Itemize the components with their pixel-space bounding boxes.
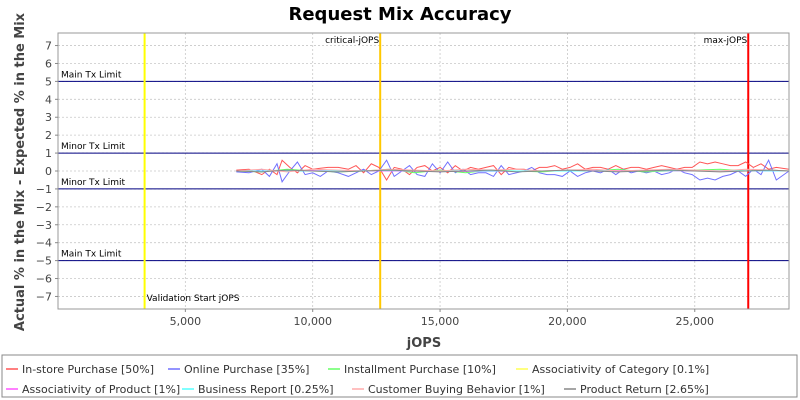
legend: In-store Purchase [50%] Online Purchase [… bbox=[1, 354, 798, 398]
y-tick-label: 5 bbox=[45, 75, 52, 88]
y-axis-title: Actual % in the Mix - Expected % in the … bbox=[13, 12, 28, 331]
marker-label: Validation Start jOPS bbox=[147, 294, 240, 304]
limit-line-label: Main Tx Limit bbox=[61, 250, 122, 260]
chart-title: Request Mix Accuracy bbox=[288, 4, 511, 25]
marker-label: critical-jOPS bbox=[325, 36, 379, 46]
x-tick-label: 10,000 bbox=[293, 315, 332, 328]
y-tick-label: −7 bbox=[36, 290, 52, 303]
y-tick-label: 3 bbox=[45, 111, 52, 124]
y-tick-label: 7 bbox=[45, 40, 52, 53]
legend-entry: Associativity of Category [0.1%] bbox=[532, 363, 709, 376]
legend-entry: Product Return [2.65%] bbox=[580, 383, 709, 396]
y-tick-label: 2 bbox=[45, 129, 52, 142]
limit-line-label: Minor Tx Limit bbox=[61, 142, 126, 152]
legend-entry: Business Report [0.25%] bbox=[198, 383, 334, 396]
y-tick-label: −1 bbox=[36, 183, 52, 196]
plot-area: Main Tx Limit Minor Tx Limit Minor Tx Limi… bbox=[36, 32, 790, 328]
legend-box bbox=[1, 354, 798, 398]
limit-line-label: Minor Tx Limit bbox=[61, 178, 126, 188]
legend-entry: Online Purchase [35%] bbox=[184, 363, 309, 376]
y-tick-label: −6 bbox=[36, 273, 52, 286]
legend-entry: Associativity of Product [1%] bbox=[22, 383, 180, 396]
y-tick-label: 6 bbox=[45, 57, 52, 70]
x-axis-title: jOPS bbox=[406, 336, 441, 351]
y-tick-label: 1 bbox=[45, 147, 52, 160]
x-tick-label: 25,000 bbox=[676, 315, 715, 328]
x-tick-label: 20,000 bbox=[548, 315, 587, 328]
y-tick-label: −5 bbox=[36, 255, 52, 268]
series-line bbox=[236, 169, 790, 173]
y-tick-label: −4 bbox=[36, 237, 52, 250]
y-tick-label: −3 bbox=[36, 219, 52, 232]
limit-line-label: Main Tx Limit bbox=[61, 70, 122, 80]
legend-entry: In-store Purchase [50%] bbox=[22, 363, 154, 376]
x-tick-label: 15,000 bbox=[421, 315, 460, 328]
legend-entry: Installment Purchase [10%] bbox=[344, 363, 496, 376]
marker-label: max-jOPS bbox=[704, 36, 748, 46]
x-tick-label: 5,000 bbox=[170, 315, 202, 328]
y-tick-label: 0 bbox=[45, 165, 52, 178]
series-line bbox=[236, 168, 790, 173]
y-tick-label: 4 bbox=[45, 93, 52, 106]
legend-entry: Customer Buying Behavior [1%] bbox=[368, 383, 545, 396]
y-tick-label: −2 bbox=[36, 201, 52, 214]
